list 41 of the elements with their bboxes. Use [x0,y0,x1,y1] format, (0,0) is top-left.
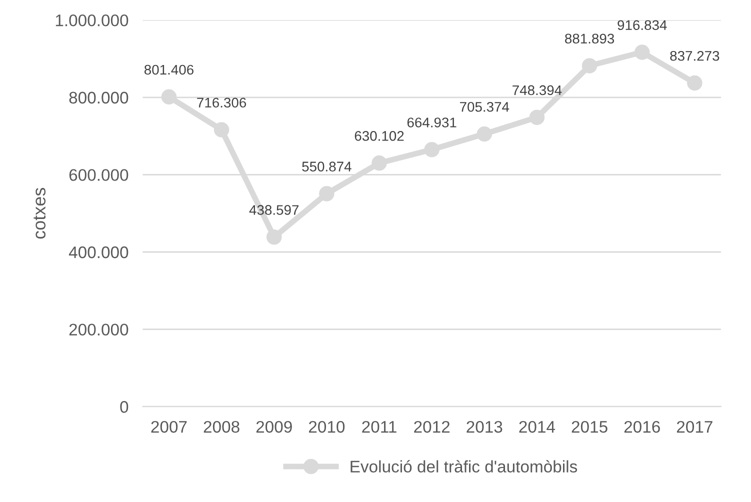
data-label: 837.273 [670,50,720,61]
y-axis-title: cotxes [34,188,46,239]
x-tick-label: 2007 [151,420,187,433]
y-tick-label: 400.000 [68,246,128,258]
data-label: 438.597 [249,205,299,215]
legend-label: Evolució del tràfic d'automòbils [350,460,578,473]
x-tick-label: 2011 [362,420,396,433]
data-label: 705.374 [460,102,510,112]
point [687,75,702,91]
point [214,122,230,138]
point [634,44,650,60]
y-tick-label: 800.000 [69,92,128,104]
point [319,186,334,202]
point [372,155,387,171]
y-tick-label: 1.000.000 [56,14,128,26]
data-label: 801.406 [144,64,194,75]
x-tick-label: 2012 [414,420,450,433]
point [476,126,492,142]
x-tick-label: 2016 [624,420,660,433]
x-tick-label: 2010 [308,420,345,433]
data-label: 716.306 [197,98,246,108]
data-label: 630.102 [354,131,404,141]
point [529,110,545,125]
x-tick-label: 2017 [676,420,712,433]
y-tick-label: 0 [120,401,128,413]
point [424,142,440,158]
x-tick-label: 2015 [572,420,608,433]
y-tick-label: 600.000 [69,169,128,181]
data-label: 881.893 [565,34,614,44]
point [582,58,598,74]
data-label: 748.394 [512,85,562,96]
data-label: 664.931 [407,118,456,128]
point [161,89,177,104]
point [266,229,282,245]
x-tick-label: 2008 [204,420,240,433]
y-tick-label: 200.000 [69,324,128,336]
x-tick-label: 2014 [519,420,556,433]
x-tick-label: 2013 [466,420,502,433]
data-label: 916.834 [618,20,667,30]
x-tick-label: 2009 [256,420,292,433]
data-label: 550.874 [302,162,352,172]
